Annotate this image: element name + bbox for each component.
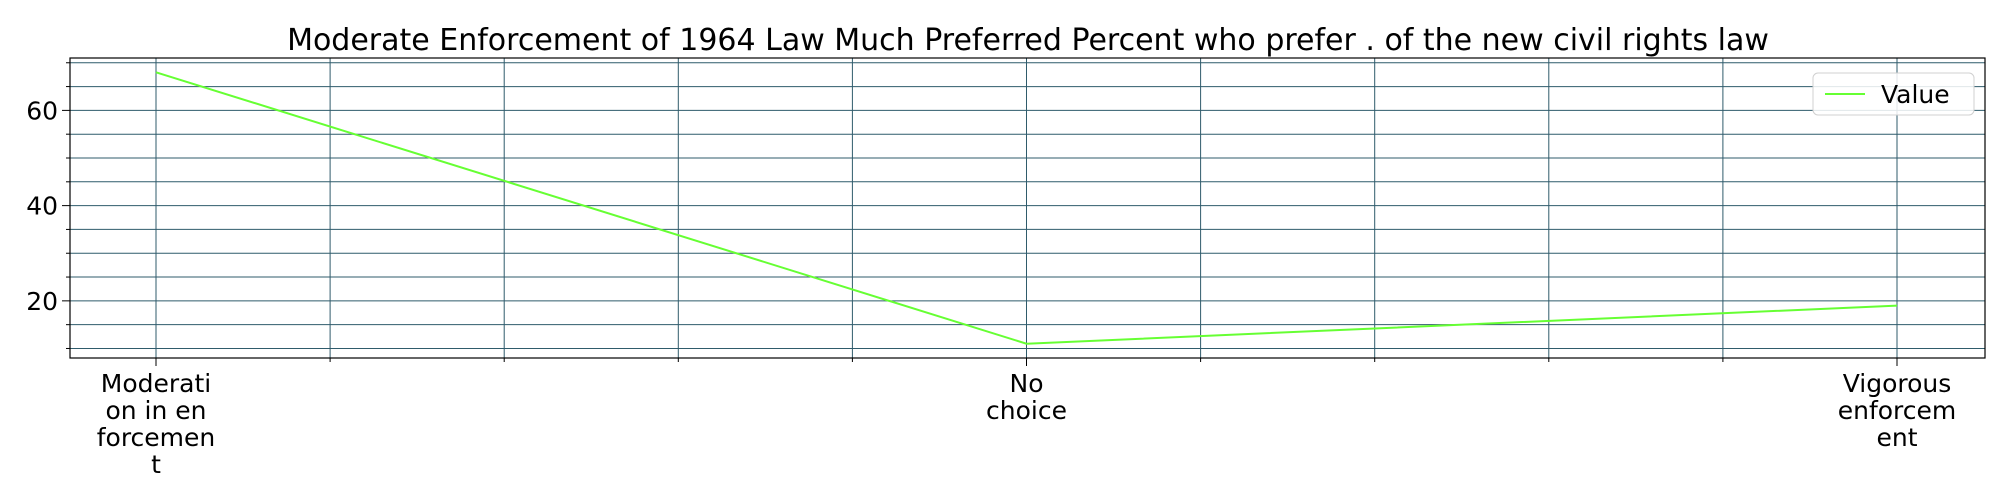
grid-lines bbox=[70, 58, 1985, 358]
axes: 20 40 60 Moderati on in en forcemen t No choice V… bbox=[26, 57, 1986, 479]
y-tick-label: 60 bbox=[26, 96, 58, 125]
x-tick-label: Moderati on in en forcemen t bbox=[97, 369, 216, 479]
chart-title: Moderate Enforcement of 1964 Law Much Pr… bbox=[287, 23, 1769, 58]
y-tick-label: 40 bbox=[26, 192, 58, 221]
legend-label: Value bbox=[1881, 80, 1950, 109]
series-lines bbox=[155, 71, 1898, 345]
y-tick-label: 20 bbox=[26, 287, 58, 316]
legend-box bbox=[1812, 72, 1975, 116]
x-tick-label: No choice bbox=[986, 369, 1067, 425]
legend: Value bbox=[1812, 72, 1975, 116]
plot-frame bbox=[69, 57, 1986, 359]
x-tick-label: Vigorous enforcem ent bbox=[1838, 369, 1957, 452]
series-line-value bbox=[155, 71, 1898, 345]
